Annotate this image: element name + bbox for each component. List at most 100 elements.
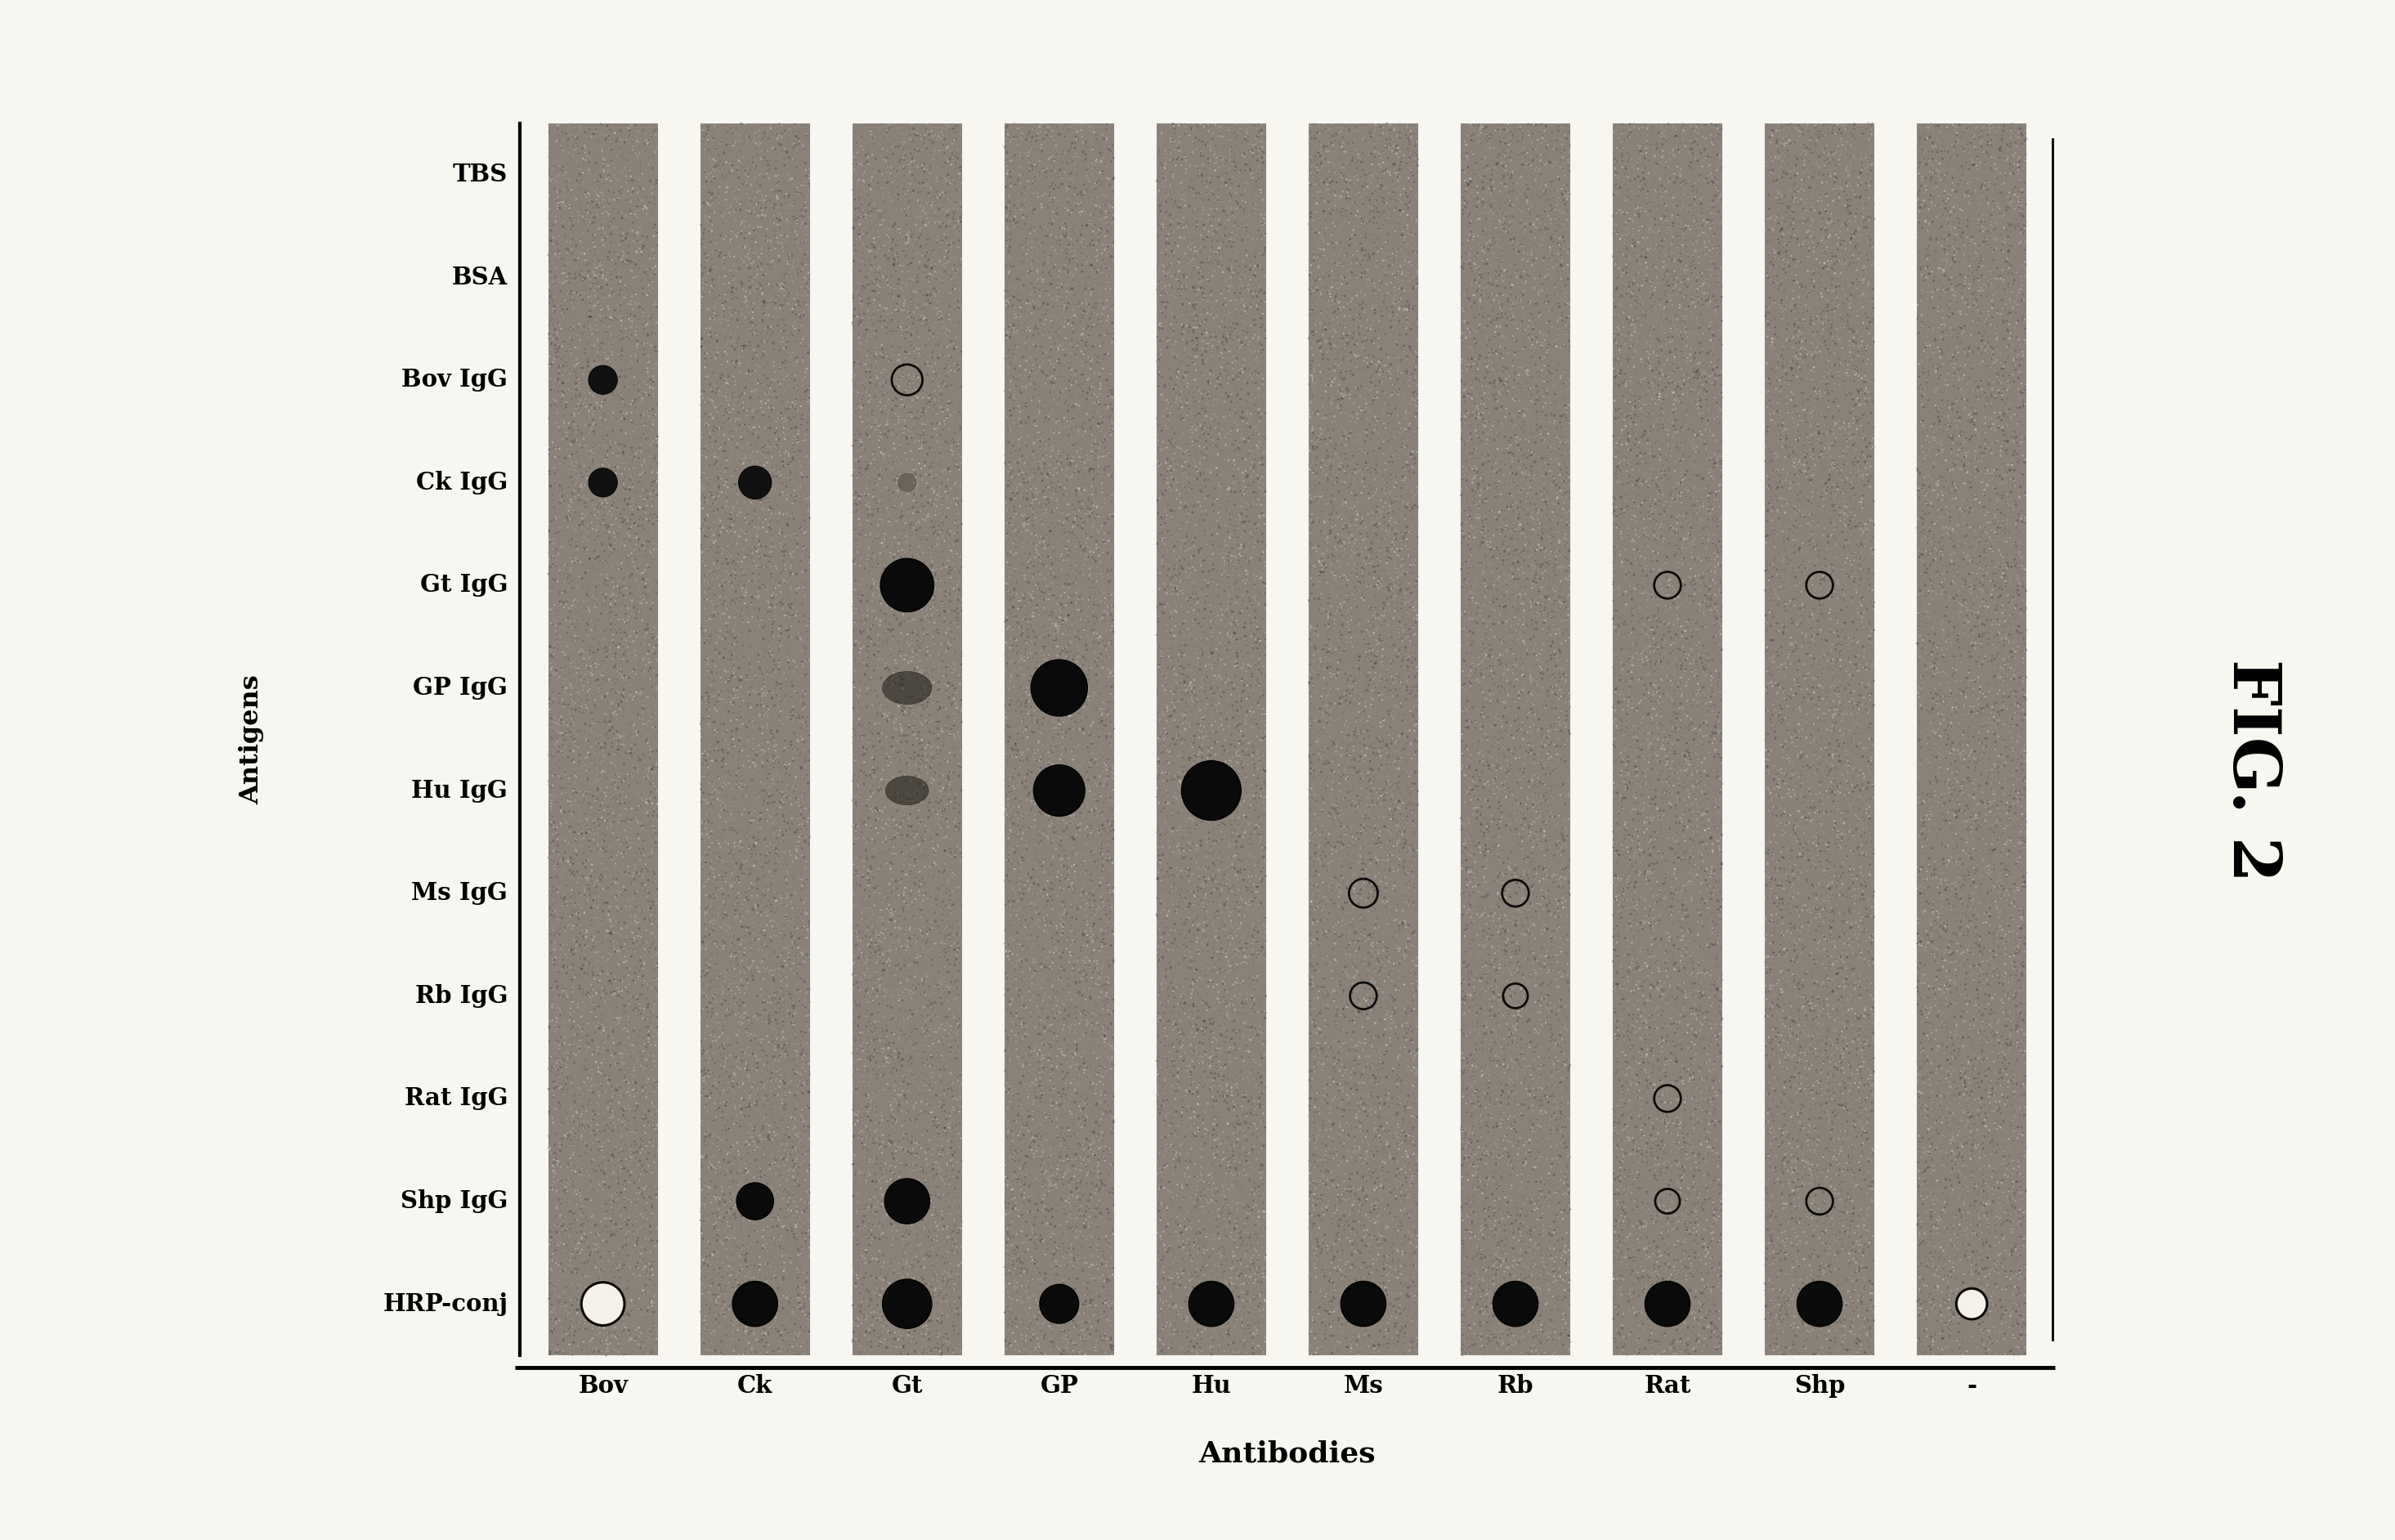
Point (1978, 936, 2017, 961)
Point (1238, 1283, 1277, 1307)
Point (1245, 1206, 1284, 1230)
Point (1356, 140, 1394, 165)
Point (850, 1163, 889, 1187)
Point (613, 547, 651, 571)
Point (1803, 1143, 1842, 1167)
Point (572, 1240, 611, 1264)
Point (788, 964, 826, 989)
Point (987, 1195, 1025, 1220)
Point (1035, 1173, 1073, 1198)
Point (1322, 160, 1360, 185)
Point (1679, 1289, 1717, 1314)
Point (1085, 1013, 1123, 1038)
Point (704, 374, 742, 399)
Point (1176, 1183, 1214, 1207)
Point (1004, 708, 1042, 733)
Point (1365, 319, 1403, 343)
Point (1942, 582, 1981, 607)
Point (759, 944, 798, 969)
Point (1154, 986, 1193, 1010)
Point (1815, 410, 1854, 434)
Point (1193, 744, 1231, 768)
Point (1475, 1280, 1514, 1304)
Point (730, 647, 769, 671)
Point (912, 651, 951, 676)
Point (702, 1200, 740, 1224)
Point (611, 1303, 649, 1327)
Point (877, 611, 915, 636)
Point (551, 314, 589, 339)
Point (1902, 862, 1940, 887)
Point (1688, 380, 1727, 405)
Point (1621, 602, 1660, 627)
Point (1229, 590, 1267, 614)
Point (1478, 713, 1516, 738)
Point (1384, 139, 1423, 163)
Point (912, 596, 951, 621)
Point (1997, 722, 2036, 747)
Point (1142, 718, 1181, 742)
Point (1083, 348, 1121, 373)
Point (1471, 534, 1509, 559)
Point (1962, 414, 2000, 439)
Point (532, 251, 570, 276)
Point (1008, 944, 1047, 969)
Point (1691, 223, 1729, 248)
Point (1236, 691, 1274, 716)
Point (1183, 1194, 1221, 1218)
Point (563, 1214, 601, 1238)
Point (1300, 282, 1339, 306)
Point (1080, 668, 1118, 693)
Point (836, 422, 874, 447)
Point (536, 618, 575, 642)
Point (702, 679, 740, 704)
Point (738, 456, 776, 480)
Point (1784, 122, 1823, 146)
Point (1803, 815, 1842, 839)
Point (2005, 430, 2043, 454)
Point (1231, 935, 1269, 959)
Point (1645, 641, 1684, 665)
Point (740, 1238, 778, 1263)
Point (922, 391, 960, 416)
Point (1092, 1012, 1130, 1036)
Point (1681, 1340, 1720, 1364)
Point (1020, 545, 1059, 570)
Point (742, 588, 781, 613)
Point (1020, 160, 1059, 185)
Point (1844, 690, 1882, 715)
Point (912, 351, 951, 376)
Point (850, 1150, 889, 1175)
Point (702, 1038, 740, 1063)
Point (1095, 1334, 1133, 1358)
Point (1006, 765, 1044, 790)
Point (857, 721, 896, 745)
Point (1957, 1190, 1995, 1215)
Point (1004, 502, 1042, 527)
Point (862, 1184, 901, 1209)
Point (1351, 1261, 1389, 1286)
Point (1918, 1217, 1957, 1241)
Point (1827, 641, 1866, 665)
Point (1962, 578, 2000, 602)
Point (1641, 182, 1679, 206)
Point (865, 1303, 903, 1327)
Point (1820, 220, 1859, 245)
Point (992, 1334, 1030, 1358)
Point (1847, 886, 1885, 910)
Point (1183, 1044, 1221, 1069)
Point (1624, 393, 1662, 417)
Point (1475, 887, 1514, 912)
Point (1037, 139, 1075, 163)
Point (1777, 611, 1815, 636)
Point (939, 969, 977, 993)
Point (1681, 1033, 1720, 1058)
Point (1926, 1166, 1964, 1190)
Point (1777, 919, 1815, 944)
Point (1789, 556, 1827, 581)
Point (1035, 772, 1073, 796)
Point (1324, 639, 1363, 664)
Point (1648, 246, 1686, 271)
Point (1140, 979, 1178, 1004)
Point (999, 678, 1037, 702)
